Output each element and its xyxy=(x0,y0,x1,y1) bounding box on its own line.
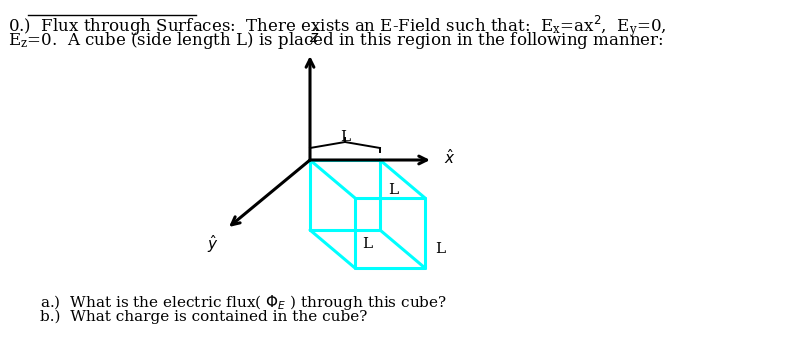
Text: 0.)  Flux through Surfaces:  There exists an E-Field such that:  $\mathregular{E: 0.) Flux through Surfaces: There exists … xyxy=(8,13,666,39)
Text: L: L xyxy=(388,183,398,197)
Text: a.)  What is the electric flux( $\Phi_E$ ) through this cube?: a.) What is the electric flux( $\Phi_E$ … xyxy=(40,293,447,312)
Text: $\hat{z}$: $\hat{z}$ xyxy=(309,27,319,46)
Text: $\hat{y}$: $\hat{y}$ xyxy=(207,233,219,255)
Text: $\mathregular{E_z}$=0.  A cube (side length L) is placed in this region in the f: $\mathregular{E_z}$=0. A cube (side leng… xyxy=(8,30,664,51)
Text: b.)  What charge is contained in the cube?: b.) What charge is contained in the cube… xyxy=(40,310,368,324)
Text: L: L xyxy=(340,130,350,144)
Text: L: L xyxy=(362,237,372,251)
Text: L: L xyxy=(435,242,445,256)
Text: $\hat{x}$: $\hat{x}$ xyxy=(444,149,456,167)
